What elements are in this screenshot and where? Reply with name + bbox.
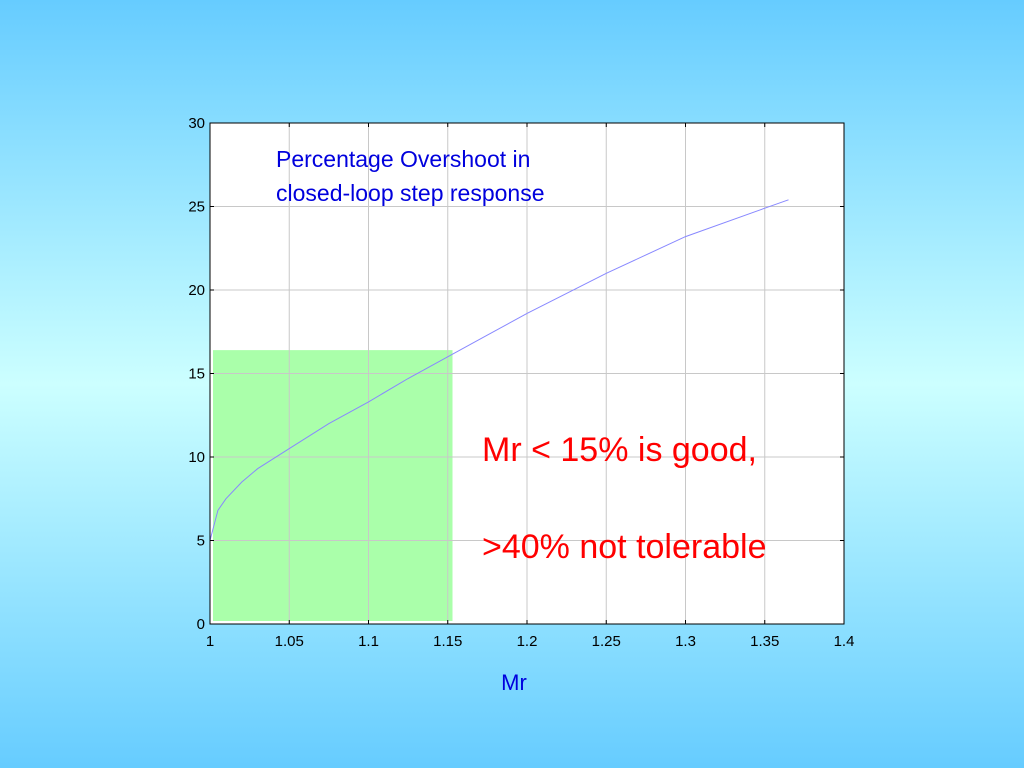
x-tick-label: 1 — [206, 633, 214, 650]
x-tick-label: 1.1 — [358, 633, 379, 650]
good-region — [213, 350, 453, 621]
y-tick-label: 0 — [197, 616, 205, 633]
annotation-overshoot-line-1: Percentage Overshoot in — [276, 146, 530, 172]
annotation-overshoot-line-2: closed-loop step response — [276, 180, 545, 206]
x-tick-label: 1.2 — [517, 633, 538, 650]
x-tick-label: 1.05 — [275, 633, 304, 650]
x-tick-label: 1.3 — [675, 633, 696, 650]
annotation-mr-not-tolerable: >40% not tolerable — [482, 528, 766, 566]
y-tick-label: 25 — [188, 199, 205, 216]
y-tick-label: 5 — [197, 533, 205, 550]
y-tick-label: 15 — [188, 366, 205, 383]
x-tick-label: 1.15 — [433, 633, 462, 650]
y-tick-label: 30 — [188, 115, 205, 132]
x-tick-label: 1.4 — [834, 633, 855, 650]
y-tick-label: 20 — [188, 282, 205, 299]
series-line — [209, 199, 789, 541]
x-axis-label: Mr — [501, 670, 527, 695]
x-tick-label: 1.25 — [592, 633, 621, 650]
annotation-overshoot-title: Percentage Overshoot in closed-loop step… — [276, 146, 545, 206]
annotation-mr-good: Mr < 15% is good, — [482, 431, 757, 469]
y-tick-label: 10 — [188, 449, 205, 466]
x-tick-label: 1.35 — [750, 633, 779, 650]
